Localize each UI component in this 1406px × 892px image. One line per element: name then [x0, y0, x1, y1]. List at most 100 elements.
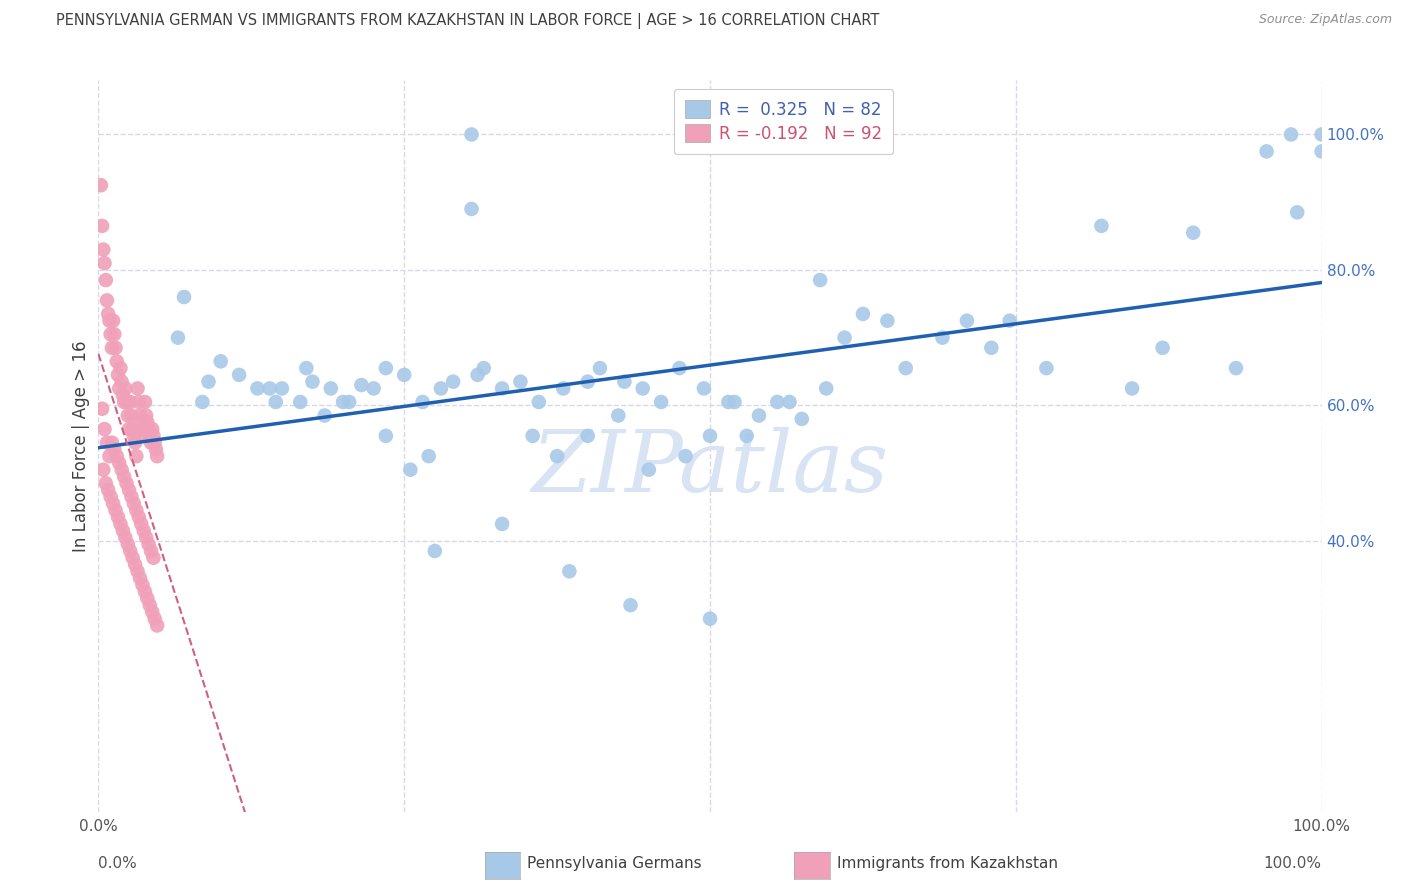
Point — [815, 381, 838, 395]
Point — [1286, 205, 1309, 219]
Point — [118, 483, 141, 497]
Point — [374, 429, 396, 443]
Point — [125, 449, 148, 463]
Point — [956, 314, 979, 328]
Point — [124, 435, 146, 450]
Point — [527, 395, 550, 409]
Point — [931, 331, 953, 345]
Point — [143, 435, 166, 450]
Point — [138, 422, 160, 436]
Point — [589, 361, 612, 376]
Point — [120, 395, 142, 409]
Point — [1152, 341, 1174, 355]
Point — [145, 442, 167, 457]
Point — [101, 435, 124, 450]
Point — [363, 381, 385, 395]
Point — [430, 381, 453, 395]
Point — [105, 449, 128, 463]
Point — [122, 429, 145, 443]
Point — [576, 429, 599, 443]
Point — [146, 449, 169, 463]
Point — [472, 361, 495, 376]
Point — [138, 537, 160, 551]
Point — [1035, 361, 1057, 376]
Point — [111, 375, 134, 389]
Text: 0.0%: 0.0% — [98, 856, 138, 871]
Point — [1225, 361, 1247, 376]
Point — [110, 516, 132, 531]
Point — [100, 490, 122, 504]
Point — [143, 612, 166, 626]
Point — [96, 293, 118, 308]
Legend: R =  0.325   N = 82, R = -0.192   N = 92: R = 0.325 N = 82, R = -0.192 N = 92 — [673, 88, 893, 154]
Point — [107, 368, 129, 382]
Point — [314, 409, 336, 423]
Point — [491, 381, 513, 395]
Point — [135, 409, 157, 423]
Point — [876, 314, 898, 328]
Point — [546, 449, 568, 463]
Point — [136, 591, 159, 606]
Point — [790, 412, 813, 426]
Point — [735, 429, 758, 443]
Point — [104, 341, 127, 355]
Point — [128, 510, 150, 524]
Point — [270, 381, 294, 395]
Point — [127, 564, 149, 578]
Point — [91, 401, 114, 416]
Point — [668, 361, 690, 376]
Point — [90, 178, 112, 193]
Point — [97, 483, 120, 497]
Point — [103, 442, 125, 457]
Point — [125, 503, 148, 517]
Point — [441, 375, 464, 389]
Point — [107, 510, 129, 524]
Point — [120, 544, 142, 558]
Point — [350, 378, 373, 392]
Point — [135, 530, 157, 544]
Point — [110, 361, 132, 376]
Point — [399, 463, 422, 477]
Point — [301, 375, 323, 389]
Point — [509, 375, 531, 389]
Y-axis label: In Labor Force | Age > 16: In Labor Force | Age > 16 — [72, 340, 90, 552]
Point — [139, 429, 162, 443]
Text: Immigrants from Kazakhstan: Immigrants from Kazakhstan — [837, 856, 1057, 871]
Point — [998, 314, 1021, 328]
Text: Source: ZipAtlas.com: Source: ZipAtlas.com — [1258, 13, 1392, 27]
Point — [129, 409, 152, 423]
Point — [98, 314, 121, 328]
Point — [122, 497, 145, 511]
Point — [139, 435, 162, 450]
Point — [94, 476, 117, 491]
Point — [290, 395, 312, 409]
Point — [319, 381, 342, 395]
Text: 100.0%: 100.0% — [1264, 856, 1322, 871]
Point — [576, 375, 599, 389]
Point — [131, 578, 153, 592]
Point — [91, 463, 114, 477]
Point — [1090, 219, 1112, 233]
Point — [264, 395, 287, 409]
Point — [1121, 381, 1143, 395]
Point — [197, 375, 219, 389]
Point — [103, 327, 125, 342]
Point — [132, 429, 155, 443]
Point — [136, 415, 159, 429]
Point — [111, 524, 134, 538]
Point — [852, 307, 875, 321]
Point — [97, 307, 120, 321]
Point — [418, 449, 440, 463]
Point — [631, 381, 654, 395]
Point — [128, 395, 150, 409]
Point — [607, 409, 630, 423]
Point — [114, 530, 136, 544]
Point — [98, 449, 121, 463]
Point — [134, 584, 156, 599]
Point — [127, 381, 149, 395]
Point — [460, 202, 482, 216]
Point — [117, 409, 139, 423]
Point — [93, 256, 115, 270]
Point — [101, 341, 124, 355]
Text: ZIPatlas: ZIPatlas — [531, 426, 889, 509]
